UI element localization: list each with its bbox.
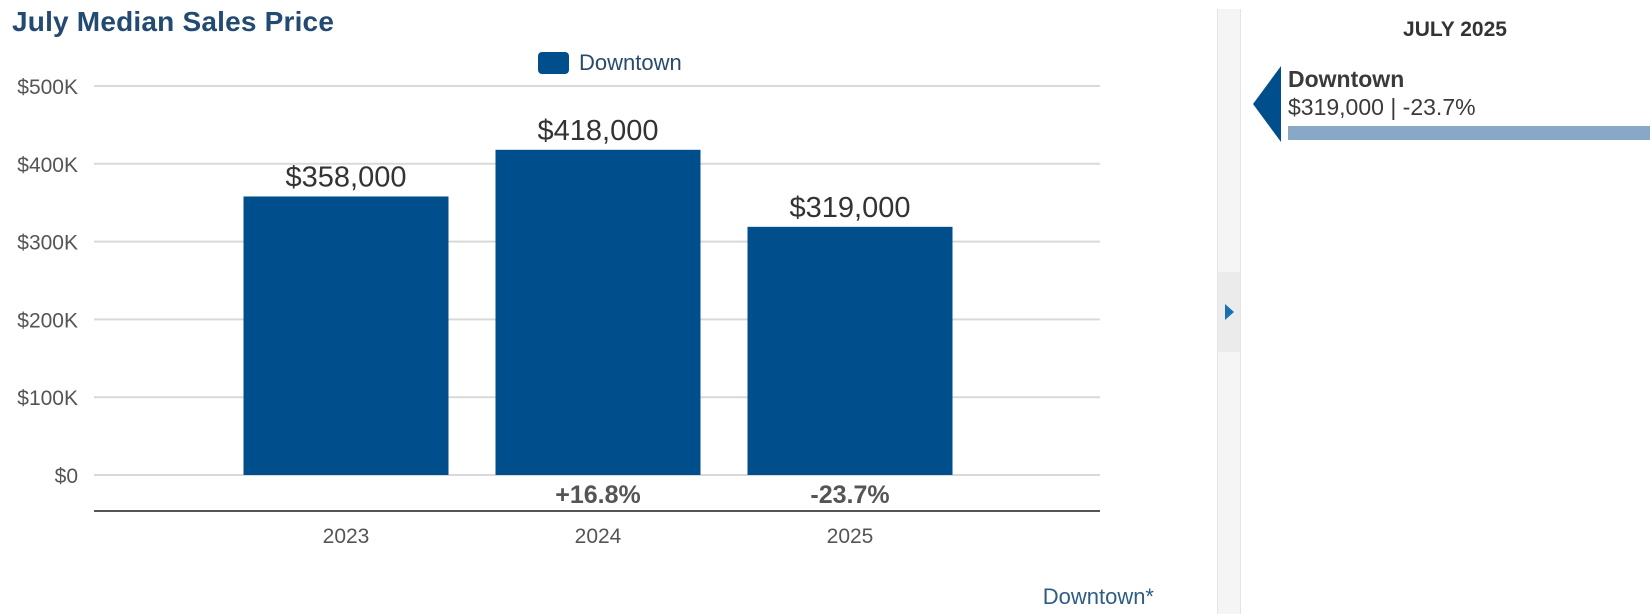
panel-heading: JULY 2025 (1403, 18, 1507, 41)
bar-2023 (243, 196, 449, 475)
bar-value-label: $418,000 (538, 115, 659, 147)
x-tick-label: 2023 (323, 525, 370, 548)
panel-item-summary: $319,000 | -23.7% (1288, 94, 1476, 120)
chart-title: July Median Sales Price (12, 6, 335, 37)
collapse-panel-button[interactable] (1217, 272, 1241, 352)
x-tick-label: 2025 (827, 525, 874, 548)
bar-2025 (747, 226, 953, 475)
legend-swatch-downtown (538, 52, 569, 74)
change-label: -23.7% (810, 481, 889, 509)
panel-item-bar (1288, 126, 1650, 140)
change-label: +16.8% (555, 481, 641, 509)
chevron-right-icon (1224, 304, 1234, 320)
y-tick-label: $100K (17, 387, 78, 410)
bar-value-label: $319,000 (790, 192, 911, 224)
x-tick-label: 2024 (575, 525, 622, 548)
panel-item-downtown[interactable]: Downtown $319,000 | -23.7% (1253, 66, 1652, 142)
legend-label-downtown[interactable]: Downtown (579, 50, 682, 75)
bar-2024 (495, 149, 701, 475)
bar-value-label: $358,000 (286, 161, 407, 193)
y-tick-label: $0 (55, 465, 78, 488)
y-tick-label: $500K (17, 76, 78, 99)
y-tick-label: $200K (17, 309, 78, 332)
chart-legend: Downtown (538, 50, 682, 76)
y-tick-label: $300K (17, 232, 78, 255)
bar-chart: $0 $100K $200K $300K $400K $500K $358,000 2023 $… (17, 76, 1100, 548)
footnote[interactable]: Downtown* (1042, 584, 1154, 609)
y-tick-label: $400K (17, 154, 78, 177)
pointer-left-icon (1253, 66, 1281, 142)
panel-item-name: Downtown (1288, 66, 1405, 92)
